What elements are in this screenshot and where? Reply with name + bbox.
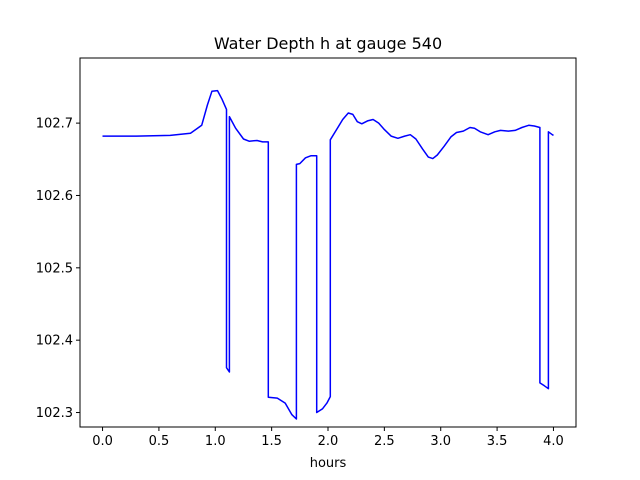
y-axis: 102.3 102.4 102.5 102.6 102.7 xyxy=(36,117,80,421)
plot-area xyxy=(102,89,554,420)
x-axis-label: hours xyxy=(310,456,347,471)
y-tick-label: 102.3 xyxy=(36,406,73,421)
chart-title: Water Depth h at gauge 540 xyxy=(214,34,442,53)
x-tick-label: 0.5 xyxy=(149,434,170,449)
y-tick-label: 102.5 xyxy=(36,261,73,276)
x-tick-label: 1.0 xyxy=(205,434,226,449)
y-tick-label: 102.4 xyxy=(36,334,73,349)
x-tick-label: 3.0 xyxy=(430,434,451,449)
x-tick-label: 4.0 xyxy=(543,434,564,449)
y-tick-label: 102.6 xyxy=(36,189,73,204)
x-tick-label: 1.5 xyxy=(261,434,282,449)
x-tick-label: 3.5 xyxy=(487,434,508,449)
x-axis: 0.0 0.5 1.0 1.5 2.0 2.5 3.0 3.5 4.0 xyxy=(92,427,564,449)
y-tick-label: 102.7 xyxy=(36,117,73,132)
x-tick-label: 2.5 xyxy=(374,434,395,449)
series-line-water-depth xyxy=(102,89,554,420)
x-tick-label: 2.0 xyxy=(318,434,339,449)
x-tick-label: 0.0 xyxy=(92,434,113,449)
